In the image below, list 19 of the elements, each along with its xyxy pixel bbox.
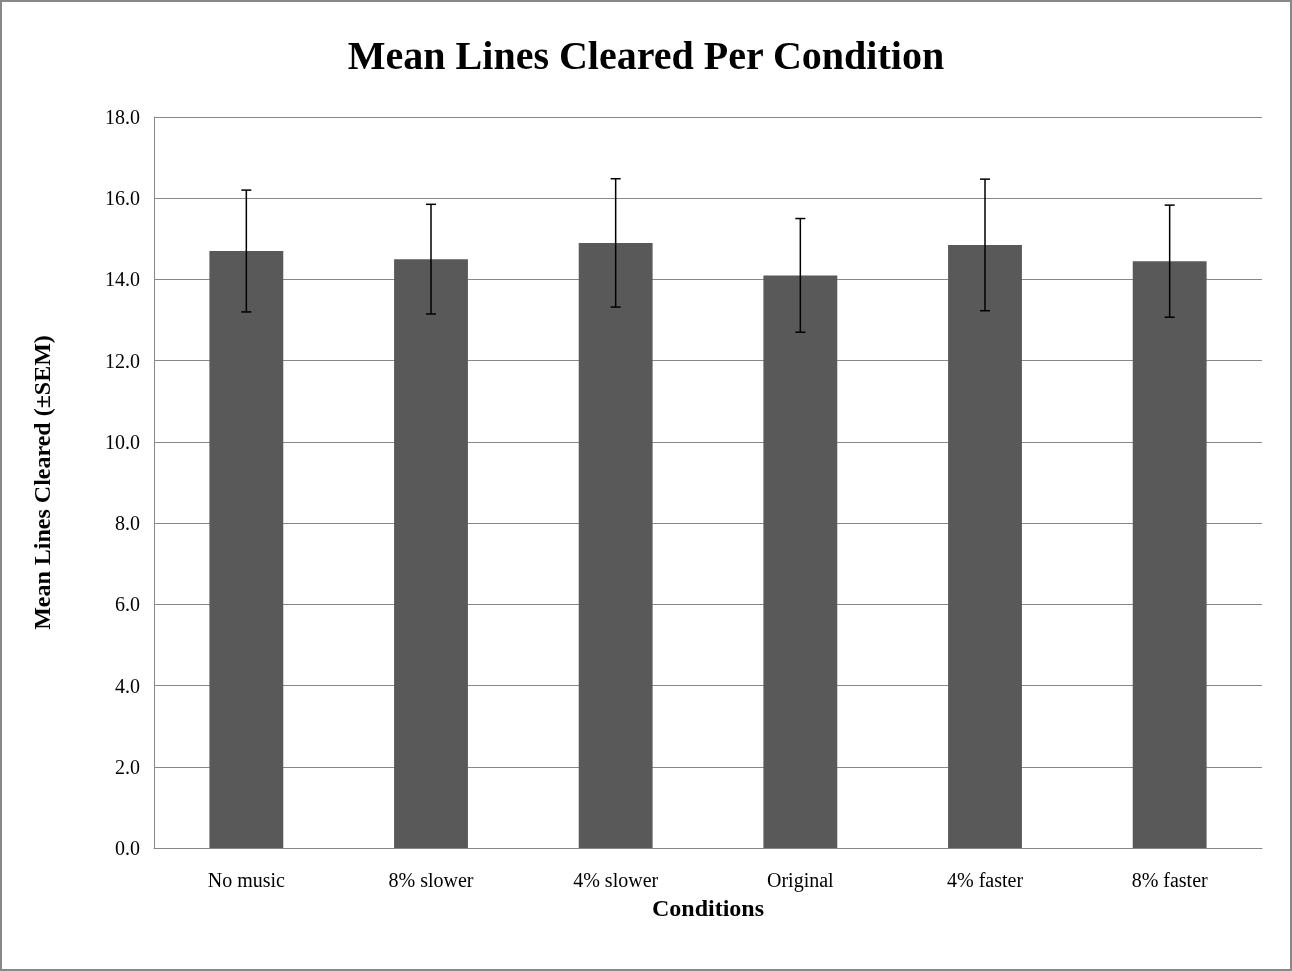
y-tick-label: 0.0	[115, 837, 140, 859]
x-tick-label: No music	[207, 869, 286, 891]
chart-title: Mean Lines Cleared Per Condition	[347, 32, 945, 78]
y-tick-label: 6.0	[115, 593, 140, 616]
y-axis-title: Mean Lines Cleared (±SEM)	[29, 335, 55, 630]
y-tick-label: 16.0	[105, 187, 140, 210]
y-tick-label: 10.0	[105, 430, 140, 453]
y-tick-label: 8.0	[115, 512, 140, 535]
x-axis-title: Conditions	[651, 895, 765, 921]
x-tick-label: 8% slower	[388, 869, 474, 891]
x-tick-label: Original	[767, 869, 835, 892]
x-tick-label: 4% faster	[946, 869, 1024, 891]
x-tick-label: 4% slower	[573, 869, 659, 891]
y-tick-label: 4.0	[115, 674, 140, 697]
y-tick-label: 2.0	[115, 755, 140, 778]
y-tick-label: 14.0	[105, 268, 140, 291]
x-tick-label: 8% faster	[1131, 869, 1209, 891]
y-tick-label: 12.0	[105, 349, 140, 372]
y-tick-label: 18.0	[105, 106, 140, 128]
